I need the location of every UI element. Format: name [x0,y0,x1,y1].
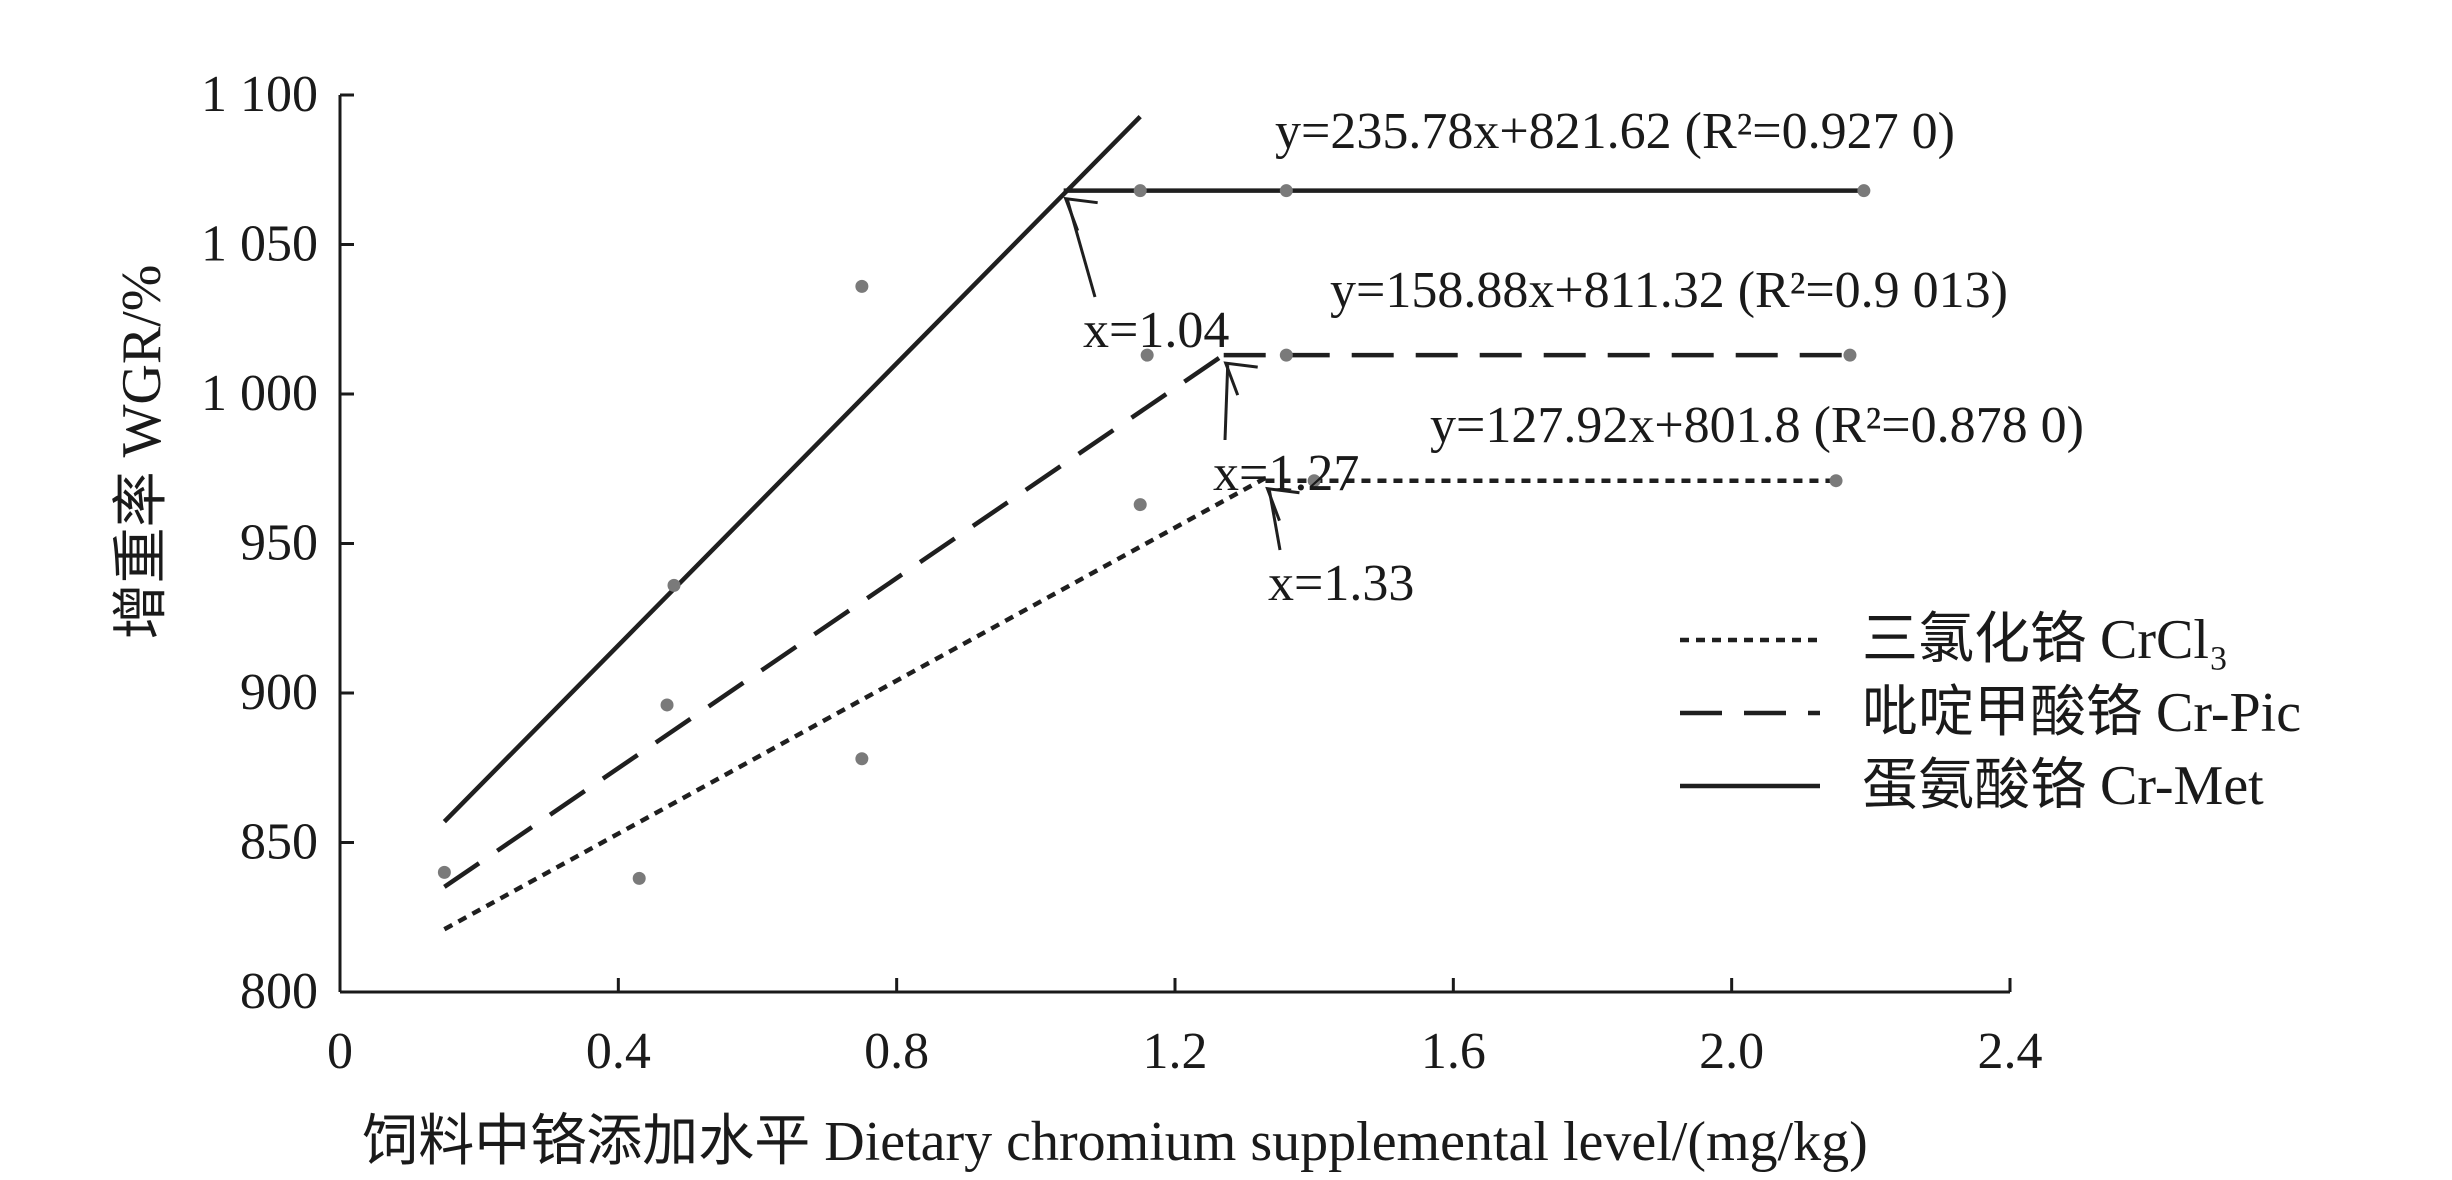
fit-line-rising [443,475,1267,932]
breakpoint-arrow-head [1223,361,1258,396]
fit-line-rising [443,352,1225,889]
y-tick-label: 1 100 [201,66,318,123]
y-tick-label: 850 [240,814,318,871]
data-point [632,871,646,885]
legend-label: 三氯化铬 CrCl₃ [1862,609,2228,671]
breakpoint-arrow-head [1265,486,1300,522]
equation-label: y=158.88x+811.32 (R²=0.9 013) [1330,262,2008,319]
data-point [667,578,681,592]
data-point [1140,348,1154,362]
data-point [1133,498,1147,512]
x-tick-label: 0.8 [864,1023,929,1080]
x-axis-label: 饲料中铬添加水平 Dietary chromium supplemental l… [362,1111,1868,1173]
y-tick-label: 900 [240,664,318,721]
equation-label: y=127.92x+801.8 (R²=0.878 0) [1430,397,2084,454]
x-tick-label: 0.4 [586,1023,651,1080]
x-tick-label: 1.6 [1421,1023,1486,1080]
series-layer [437,115,1871,932]
data-point [1829,474,1843,488]
data-point [1307,474,1321,488]
fit-line-rising [442,115,1142,824]
x-tick-label: 0 [327,1023,353,1080]
data-point [660,698,674,712]
breakpoint-label: x=1.33 [1268,555,1414,612]
data-point [1279,348,1293,362]
y-tick-label: 1 050 [201,216,318,273]
axes [338,95,2010,994]
legend-label: 蛋氨酸铬 Cr-Met [1862,755,2264,817]
y-tick-label: 800 [240,963,318,1020]
legend-label: 吡啶甲酸铬 Cr-Pic [1862,682,2301,744]
x-tick-label: 1.2 [1143,1023,1208,1080]
y-axis-label: 增重率 WGR/% [111,265,173,640]
y-tick-label: 1 000 [201,365,318,422]
data-point [1279,184,1293,198]
data-point [855,752,869,766]
data-point [855,279,869,293]
breakpoint-arrow [1223,365,1230,441]
x-tick-label: 2.0 [1699,1023,1764,1080]
data-point [1133,184,1147,198]
equation-label: y=235.78x+821.62 (R²=0.927 0) [1275,103,1955,160]
breakpoint-arrow-head [1063,196,1098,232]
y-tick-label: 950 [240,515,318,572]
data-point [1843,348,1857,362]
annotations: x=1.33 y=127.92x+801.8 (R²=0.878 0) x=1.27… [1063,103,2084,612]
data-point [1857,184,1871,198]
breakpoint-label: x=1.27 [1213,445,1359,502]
x-tick-label: 2.4 [1978,1023,2043,1080]
legend: 三氯化铬 CrCl₃ 吡啶甲酸铬 Cr-Pic 蛋氨酸铬 Cr-Met [1680,609,2301,817]
breakpoint-label: x=1.04 [1083,302,1229,359]
data-point [437,865,451,879]
